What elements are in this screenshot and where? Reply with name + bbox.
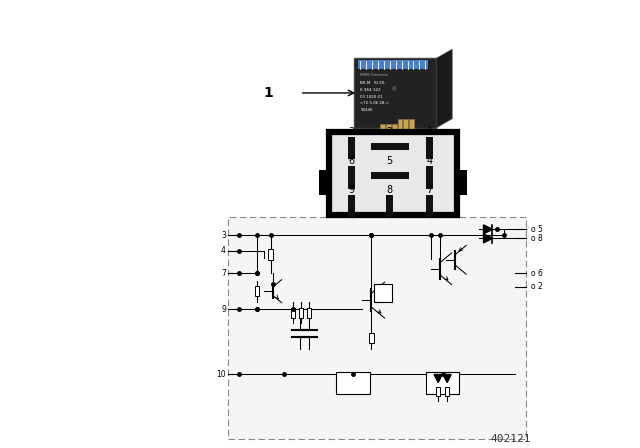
- Bar: [426, 166, 433, 189]
- Polygon shape: [443, 375, 451, 383]
- Text: o 2: o 2: [531, 282, 542, 291]
- Text: 5: 5: [387, 156, 392, 166]
- Bar: [307, 308, 311, 318]
- Bar: [348, 137, 355, 159]
- Bar: [386, 195, 393, 217]
- Bar: [380, 124, 385, 146]
- Polygon shape: [484, 225, 493, 234]
- Bar: [299, 308, 303, 318]
- Text: o 6: o 6: [531, 269, 543, 278]
- Text: 1: 1: [263, 86, 273, 100]
- Bar: [228, 217, 526, 439]
- Bar: [358, 60, 428, 69]
- Bar: [371, 172, 409, 179]
- Bar: [456, 170, 467, 195]
- Bar: [374, 284, 392, 302]
- Text: >72.5-06 28-<: >72.5-06 28-<: [360, 101, 389, 105]
- Text: o 5: o 5: [531, 225, 543, 234]
- Bar: [371, 143, 409, 150]
- Text: 402121: 402121: [490, 434, 531, 444]
- Bar: [329, 132, 457, 215]
- Text: 4: 4: [427, 156, 433, 166]
- Text: BS-M   SI 20-: BS-M SI 20-: [360, 81, 386, 85]
- Text: o 8: o 8: [531, 234, 542, 243]
- Text: BMW Siemens: BMW Siemens: [360, 73, 388, 77]
- Bar: [353, 58, 436, 128]
- Bar: [291, 308, 295, 318]
- Bar: [409, 119, 414, 140]
- Text: 6: 6: [348, 156, 355, 166]
- Text: 9: 9: [221, 305, 226, 314]
- Polygon shape: [436, 49, 452, 128]
- Bar: [387, 124, 391, 146]
- Text: 2: 2: [387, 127, 392, 137]
- Text: 7: 7: [427, 185, 433, 195]
- Bar: [426, 372, 460, 394]
- Bar: [337, 372, 370, 394]
- Bar: [397, 119, 403, 140]
- Text: 9: 9: [348, 185, 355, 195]
- Bar: [445, 387, 449, 396]
- Text: 00 1020 01: 00 1020 01: [360, 95, 383, 99]
- Bar: [426, 195, 433, 217]
- Text: 1: 1: [427, 127, 433, 137]
- Polygon shape: [434, 375, 442, 383]
- Bar: [348, 195, 355, 217]
- Bar: [436, 387, 440, 396]
- Text: 6 364 122: 6 364 122: [360, 88, 381, 92]
- Text: 8: 8: [387, 185, 392, 195]
- Bar: [369, 333, 374, 343]
- Bar: [403, 119, 408, 140]
- Text: 3: 3: [348, 127, 355, 137]
- Bar: [392, 124, 397, 146]
- Bar: [319, 170, 330, 195]
- Text: 3: 3: [221, 231, 226, 240]
- Text: 7: 7: [221, 269, 226, 278]
- Text: 4: 4: [221, 246, 226, 255]
- Bar: [426, 137, 433, 159]
- Polygon shape: [484, 234, 493, 243]
- Bar: [268, 249, 273, 260]
- Bar: [348, 166, 355, 189]
- Bar: [255, 286, 259, 296]
- Text: ®: ®: [392, 87, 396, 92]
- Text: 10: 10: [216, 370, 226, 379]
- Text: S0446: S0446: [360, 108, 372, 112]
